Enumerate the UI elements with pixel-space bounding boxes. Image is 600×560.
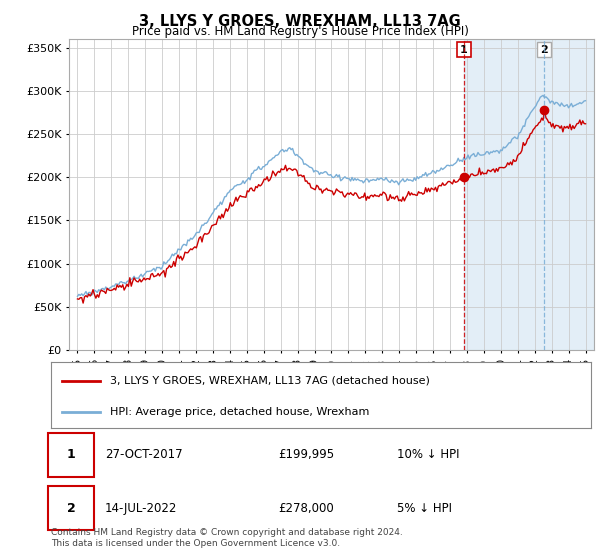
- Text: 14-JUL-2022: 14-JUL-2022: [105, 502, 178, 515]
- FancyBboxPatch shape: [49, 433, 94, 477]
- Text: Contains HM Land Registry data © Crown copyright and database right 2024.
This d: Contains HM Land Registry data © Crown c…: [51, 528, 403, 548]
- Text: £278,000: £278,000: [278, 502, 334, 515]
- Text: 27-OCT-2017: 27-OCT-2017: [105, 449, 182, 461]
- Text: 2: 2: [540, 45, 548, 54]
- Text: 1: 1: [67, 449, 76, 461]
- Text: 3, LLYS Y GROES, WREXHAM, LL13 7AG (detached house): 3, LLYS Y GROES, WREXHAM, LL13 7AG (deta…: [110, 376, 430, 386]
- Text: Price paid vs. HM Land Registry's House Price Index (HPI): Price paid vs. HM Land Registry's House …: [131, 25, 469, 38]
- Text: 10% ↓ HPI: 10% ↓ HPI: [397, 449, 459, 461]
- Text: 3, LLYS Y GROES, WREXHAM, LL13 7AG: 3, LLYS Y GROES, WREXHAM, LL13 7AG: [139, 14, 461, 29]
- Text: 2: 2: [67, 502, 76, 515]
- Text: £199,995: £199,995: [278, 449, 334, 461]
- Text: HPI: Average price, detached house, Wrexham: HPI: Average price, detached house, Wrex…: [110, 407, 370, 417]
- Text: 1: 1: [460, 45, 468, 54]
- Bar: [464, 39, 594, 350]
- FancyBboxPatch shape: [49, 486, 94, 530]
- Text: 5% ↓ HPI: 5% ↓ HPI: [397, 502, 452, 515]
